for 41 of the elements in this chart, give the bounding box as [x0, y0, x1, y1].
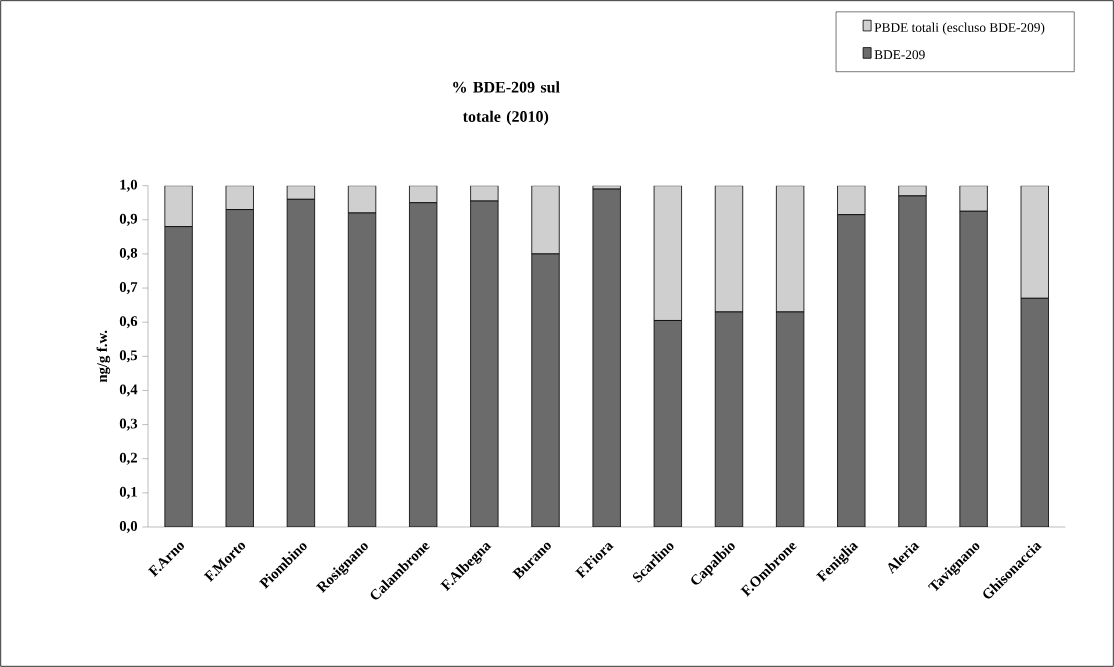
- bar: [837, 214, 866, 527]
- bar: [959, 210, 988, 527]
- bar: [225, 209, 254, 527]
- y-tick-label: 0,1: [119, 486, 137, 499]
- bar: [653, 320, 682, 527]
- y-tick-label: 0,7: [119, 282, 138, 295]
- bar: [775, 185, 805, 313]
- y-tick-label: 0,5: [119, 350, 138, 363]
- bar: [470, 200, 499, 527]
- bar: [837, 185, 866, 216]
- bar: [898, 195, 927, 527]
- bar: [286, 198, 316, 527]
- bar: [347, 185, 377, 214]
- bar: [531, 253, 560, 527]
- y-tick-label: 0,6: [119, 316, 138, 329]
- y-tick-label: 0,4: [119, 384, 138, 397]
- y-tick-label: 0,3: [119, 418, 138, 431]
- legend-label: BDE-209: [874, 50, 925, 60]
- bar: [531, 185, 560, 255]
- bar: [225, 185, 254, 210]
- y-tick-label: 0,0: [119, 520, 138, 534]
- bar: [592, 188, 621, 527]
- chart-title: % BDE-209 sul totale (2010): [453, 81, 560, 126]
- bar: [409, 202, 438, 527]
- bar: [714, 185, 744, 313]
- bar: [653, 185, 682, 321]
- y-tick-label: 1,0: [120, 179, 138, 192]
- y-axis-title: ng/g f.w.: [96, 330, 111, 383]
- bar: [775, 311, 805, 527]
- y-tick-label: 0,9: [119, 213, 138, 226]
- bar: [1020, 297, 1049, 527]
- legend-label: PBDE totali (escluso BDE-209): [874, 22, 1045, 35]
- bar: [286, 185, 316, 200]
- bar: [1020, 185, 1049, 299]
- bar: [164, 226, 193, 527]
- bar: [347, 212, 377, 527]
- y-tick-label: 0,8: [119, 247, 138, 260]
- bar: [714, 311, 744, 527]
- y-tick-label: 0,2: [119, 452, 137, 465]
- bar: [959, 185, 988, 212]
- bar: [164, 185, 193, 228]
